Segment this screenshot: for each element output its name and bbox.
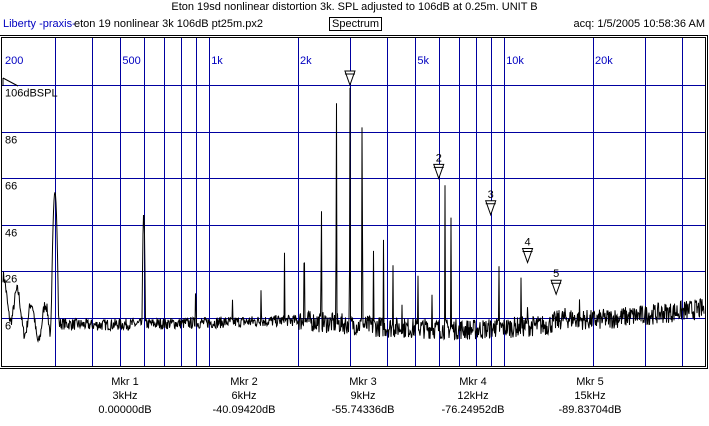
marker-name: Mkr 2 (230, 376, 258, 388)
marker-value: 0.00000dB (98, 404, 152, 416)
marker-readout-1: Mkr 1 3kHz 0.00000dB (65, 375, 185, 417)
x-tick-label: 10k (506, 55, 524, 67)
marker-readout-2: Mkr 2 6kHz -40.09420dB (184, 375, 304, 417)
y-tick-label: 86 (5, 135, 17, 147)
marker-value: -55.74336dB (331, 404, 395, 416)
mode-button[interactable]: Spectrum (329, 17, 383, 31)
marker-name: Mkr 4 (459, 376, 487, 388)
x-tick-label: 500 (122, 55, 140, 67)
marker-label: 2 (436, 152, 442, 164)
acquisition-time: acq: 1/5/2005 10:58:36 AM (573, 18, 706, 30)
marker-triangle-icon (521, 248, 534, 265)
marker-freq: 9kHz (350, 390, 376, 402)
marker-triangle-icon (344, 70, 356, 87)
marker-label: 5 (553, 268, 559, 280)
x-tick-label: 200 (5, 55, 23, 67)
marker-freq: 6kHz (231, 390, 257, 402)
x-tick-label: 5k (417, 55, 429, 67)
marker-value: -76.24952dB (441, 404, 505, 416)
marker-name: Mkr 5 (576, 376, 604, 388)
y-tick-label: 66 (5, 181, 17, 193)
plot-area[interactable] (1, 37, 706, 367)
marker-freq: 3kHz (112, 390, 138, 402)
marker-freq: 15kHz (574, 390, 606, 402)
marker-label: 4 (524, 237, 530, 249)
y-tick-label: 46 (5, 228, 17, 240)
marker-readout-4: Mkr 4 12kHz -76.24952dB (413, 375, 533, 417)
marker-triangle-icon (433, 163, 445, 180)
marker-readout-3: Mkr 3 9kHz -55.74336dB (303, 375, 423, 417)
marker-readout-5: Mkr 5 15kHz -89.83704dB (530, 375, 650, 417)
x-tick-label: 1k (211, 55, 223, 67)
y-tick-label: 106dBSPL (5, 88, 58, 100)
marker-name: Mkr 3 (349, 376, 377, 388)
marker-triangle-icon (484, 200, 497, 217)
x-tick-label: 20k (595, 55, 613, 67)
marker-freq: 12kHz (457, 390, 489, 402)
spectrum-trace (2, 87, 705, 343)
marker-value: -89.83704dB (558, 404, 622, 416)
marker-value: -40.09420dB (212, 404, 276, 416)
y-tick-label: 26 (5, 274, 17, 286)
chart-title: Eton 19sd nonlinear distortion 3k. SPL a… (171, 1, 538, 13)
reference-level-arrow-icon (2, 77, 19, 87)
marker-triangle-icon (550, 279, 562, 296)
file-name: eton 19 nonlinear 3k 106dB pt25m.px2 (74, 18, 263, 30)
y-tick-label: 6 (5, 321, 11, 333)
x-tick-label: 2k (300, 55, 312, 67)
marker-name: Mkr 1 (111, 376, 139, 388)
marker-label: 3 (488, 189, 494, 201)
brand-label: Liberty -praxis- (3, 18, 76, 30)
